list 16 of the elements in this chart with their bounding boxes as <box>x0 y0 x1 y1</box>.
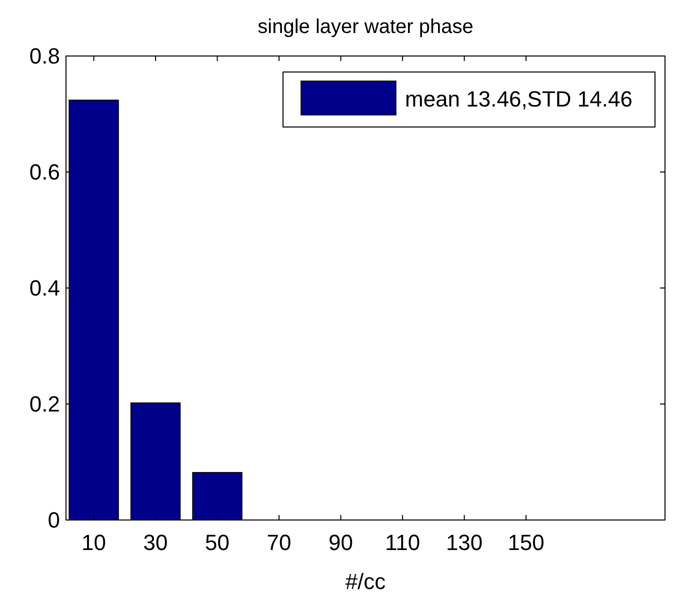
x-tick-label: 50 <box>205 530 230 555</box>
y-tick-label: 0.6 <box>29 160 60 185</box>
x-tick-label: 130 <box>446 530 483 555</box>
y-tick-label: 0.2 <box>29 392 60 417</box>
y-tick-label: 0.4 <box>29 276 60 301</box>
x-tick-label: 150 <box>508 530 544 555</box>
x-tick-label: 110 <box>385 530 420 555</box>
x-tick-label: 10 <box>82 530 106 555</box>
legend-label: mean 13.46,STD 14.46 <box>405 86 632 112</box>
chart-title: single layer water phase <box>258 16 474 38</box>
x-axis-title: #/cc <box>345 569 386 594</box>
y-tick-label: 0 <box>48 508 60 533</box>
y-tick-label: 0.8 <box>29 44 60 69</box>
x-tick-label: 70 <box>266 530 292 555</box>
x-tick-label: 30 <box>143 530 168 555</box>
x-tick-label: 90 <box>328 530 354 555</box>
